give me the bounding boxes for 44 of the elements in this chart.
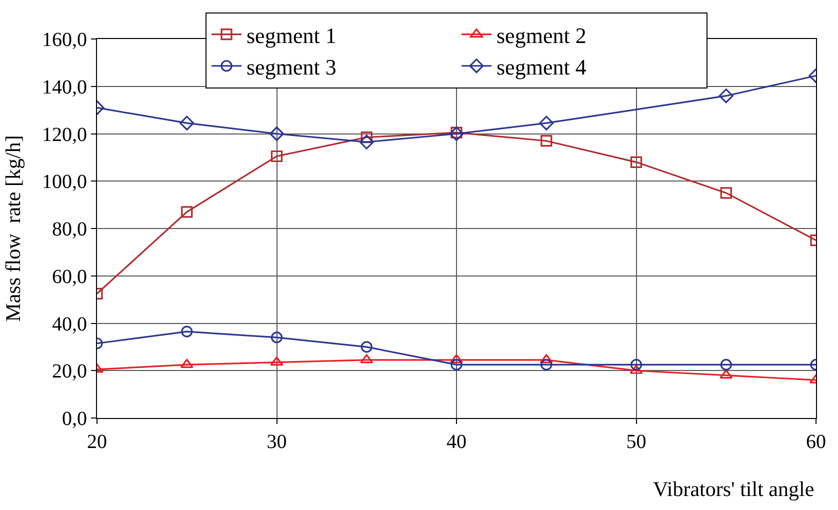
x-tick-label: 40 [446, 431, 466, 453]
point [270, 150, 283, 162]
point [720, 358, 732, 370]
point [630, 156, 642, 168]
y-tick-label: 160,0 [42, 29, 87, 51]
x-tick-label: 30 [266, 431, 287, 453]
point [270, 332, 283, 344]
y-tick-label: 20,0 [52, 360, 87, 383]
point [449, 126, 464, 142]
point [540, 354, 553, 364]
y-tick-label: 140,0 [42, 76, 87, 98]
x-tick-label: 60 [806, 431, 826, 453]
legend-label: segment 2 [496, 22, 586, 48]
point [180, 116, 194, 130]
point [540, 358, 552, 370]
point [180, 358, 194, 368]
point [270, 356, 284, 366]
point [630, 364, 643, 374]
point [540, 135, 552, 147]
x-tick-label: 50 [626, 431, 646, 453]
x-tick-label: 20 [87, 431, 107, 453]
point [450, 358, 462, 370]
y-tick-label: 120,0 [42, 124, 87, 146]
legend-label: segment 4 [496, 54, 586, 80]
x-axis-title: Vibrators' tilt angle [653, 477, 814, 501]
point [359, 134, 374, 150]
y-tick-label: 80,0 [52, 218, 87, 240]
point [360, 354, 374, 364]
point [539, 116, 554, 130]
point [720, 370, 733, 379]
point [181, 326, 193, 338]
point [360, 341, 372, 353]
legend-label: segment 3 [246, 54, 336, 80]
y-tick-label: 40,0 [52, 313, 87, 336]
point [181, 206, 193, 218]
y-tick-label: 60,0 [52, 266, 87, 288]
y-axis-title: Mass flow rate [kg/h] [1, 135, 26, 322]
point [630, 358, 642, 370]
point [718, 88, 734, 104]
y-tick-label: 100,0 [42, 171, 87, 194]
point [720, 187, 732, 199]
point [269, 126, 284, 142]
legend-label: segment 1 [246, 22, 336, 48]
y-tick-label: 0,0 [62, 408, 87, 430]
